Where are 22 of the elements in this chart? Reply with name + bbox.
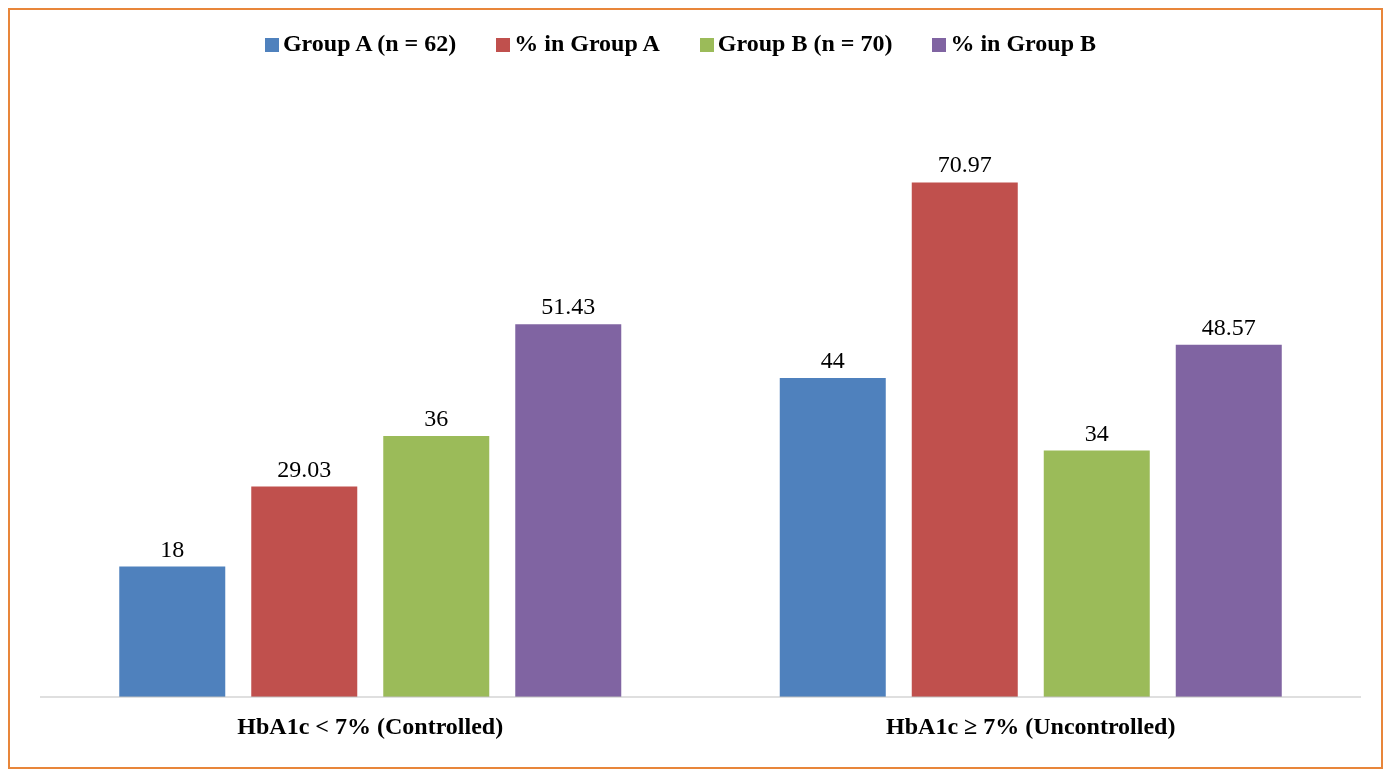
x-tick-label: HbA1c < 7% (Controlled) <box>237 713 504 740</box>
bar <box>1175 344 1282 697</box>
data-label: 29.03 <box>277 455 332 482</box>
data-label: 48.57 <box>1201 313 1256 340</box>
data-label: 44 <box>820 347 845 373</box>
bar <box>119 566 226 697</box>
data-label: 34 <box>1084 419 1109 446</box>
x-tick-label: HbA1c ≥ 7% (Uncontrolled) <box>886 713 1176 740</box>
bar <box>779 378 886 697</box>
legend-label: Group B (n = 70) <box>717 30 893 56</box>
data-label: 51.43 <box>541 293 596 320</box>
data-label: 18 <box>160 535 185 562</box>
legend-label: % in Group B <box>950 30 1097 56</box>
bar <box>911 182 1018 697</box>
data-label: 70.97 <box>937 151 992 178</box>
bar <box>251 486 358 697</box>
bar <box>515 324 622 697</box>
bar <box>1043 450 1150 697</box>
bar <box>383 436 490 697</box>
data-label: 36 <box>424 405 449 431</box>
legend-label: % in Group A <box>514 30 660 56</box>
legend-label: Group A (n = 62) <box>282 30 457 56</box>
